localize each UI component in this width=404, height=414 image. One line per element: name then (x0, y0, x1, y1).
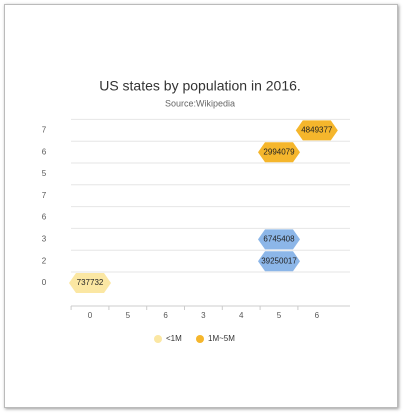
point (295, 120, 338, 141)
chart-title: US states by population in 2016. (99, 78, 301, 94)
data-label: 4849377 (301, 126, 333, 135)
x-tick-label: 6 (163, 311, 168, 320)
x-tick-label: 0 (88, 311, 93, 320)
y-tick-label: 6 (42, 213, 47, 222)
point (258, 229, 300, 250)
chart-subtitle: Source:Wikipedia (165, 98, 235, 108)
y-tick-label: 3 (42, 235, 47, 244)
x-tick-label: 4 (239, 311, 244, 320)
y-tick-label: 6 (42, 147, 47, 156)
y-tick-label: 7 (42, 126, 47, 135)
point (258, 251, 300, 272)
data-label: 39250017 (261, 256, 297, 265)
x-tick-label: 5 (126, 311, 131, 320)
y-tick-label: 5 (42, 169, 47, 178)
y-tick-label: 7 (42, 191, 47, 200)
x-tick-label: 3 (201, 311, 206, 320)
data-label: 2994079 (263, 147, 295, 156)
legend-swatch (196, 335, 204, 343)
legend-swatch (154, 335, 162, 343)
x-tick-label: 6 (315, 311, 320, 320)
legend-label: 1M~5M (208, 334, 235, 343)
x-tick-label: 5 (277, 311, 282, 320)
legend-label: <1M (166, 334, 182, 343)
y-tick-label: 0 (42, 278, 47, 287)
point (69, 273, 111, 293)
frame (4, 4, 398, 408)
data-label: 6745408 (263, 235, 295, 244)
y-tick-label: 2 (42, 256, 47, 265)
point (258, 142, 300, 163)
data-label: 737732 (77, 278, 104, 287)
